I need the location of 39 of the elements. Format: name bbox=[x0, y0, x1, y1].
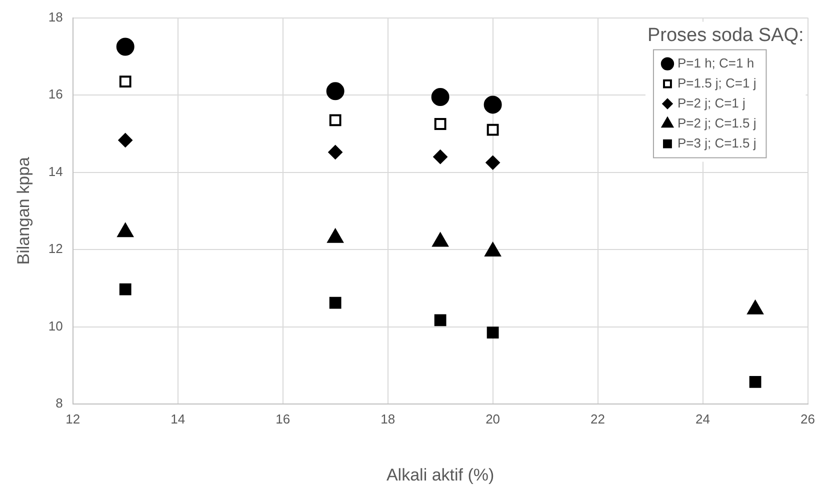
point bbox=[431, 88, 450, 106]
point bbox=[118, 133, 132, 148]
point bbox=[434, 118, 446, 130]
y-tick-label: 12 bbox=[48, 241, 63, 256]
legend-label: P=2 j; C=1.5 j bbox=[677, 115, 756, 130]
legend-label: P=1 h; C=1 h bbox=[677, 55, 754, 70]
point bbox=[433, 150, 448, 164]
x-tick-label: 12 bbox=[66, 411, 80, 426]
point bbox=[329, 296, 342, 309]
point bbox=[749, 376, 762, 388]
point bbox=[486, 326, 499, 339]
y-tick-label: 14 bbox=[48, 164, 63, 179]
y-tick-label: 18 bbox=[48, 9, 63, 24]
x-tick-label: 26 bbox=[800, 411, 816, 426]
point bbox=[486, 124, 499, 136]
x-tick-label: 20 bbox=[486, 411, 500, 426]
x-tick-label: 24 bbox=[696, 411, 710, 426]
x-tick-label: 18 bbox=[380, 411, 396, 426]
point bbox=[484, 96, 502, 114]
x-tick-label: 22 bbox=[590, 411, 606, 426]
x-axis-title: Alkali aktif (%) bbox=[386, 465, 494, 484]
point bbox=[486, 156, 500, 170]
legend-title: Proses soda SAQ: bbox=[647, 25, 804, 46]
point bbox=[326, 82, 344, 100]
legend-label: P=3 j; C=1.5 j bbox=[677, 135, 756, 150]
legend-label: P=1.5 j; C=1 j bbox=[677, 75, 756, 90]
x-tick-label: 16 bbox=[276, 411, 290, 426]
x-tick-label: 14 bbox=[170, 411, 186, 426]
point bbox=[329, 114, 342, 126]
y-tick-label: 16 bbox=[48, 86, 63, 102]
point bbox=[119, 76, 132, 88]
point bbox=[116, 38, 134, 56]
legend-label: P=2 j; C=1 j bbox=[677, 95, 746, 110]
y-tick-label: 10 bbox=[48, 318, 63, 334]
point bbox=[434, 314, 446, 326]
point bbox=[328, 145, 342, 160]
point bbox=[119, 283, 132, 296]
y-axis-title: Bilangan kppa bbox=[14, 156, 33, 265]
y-tick-label: 8 bbox=[56, 396, 63, 411]
